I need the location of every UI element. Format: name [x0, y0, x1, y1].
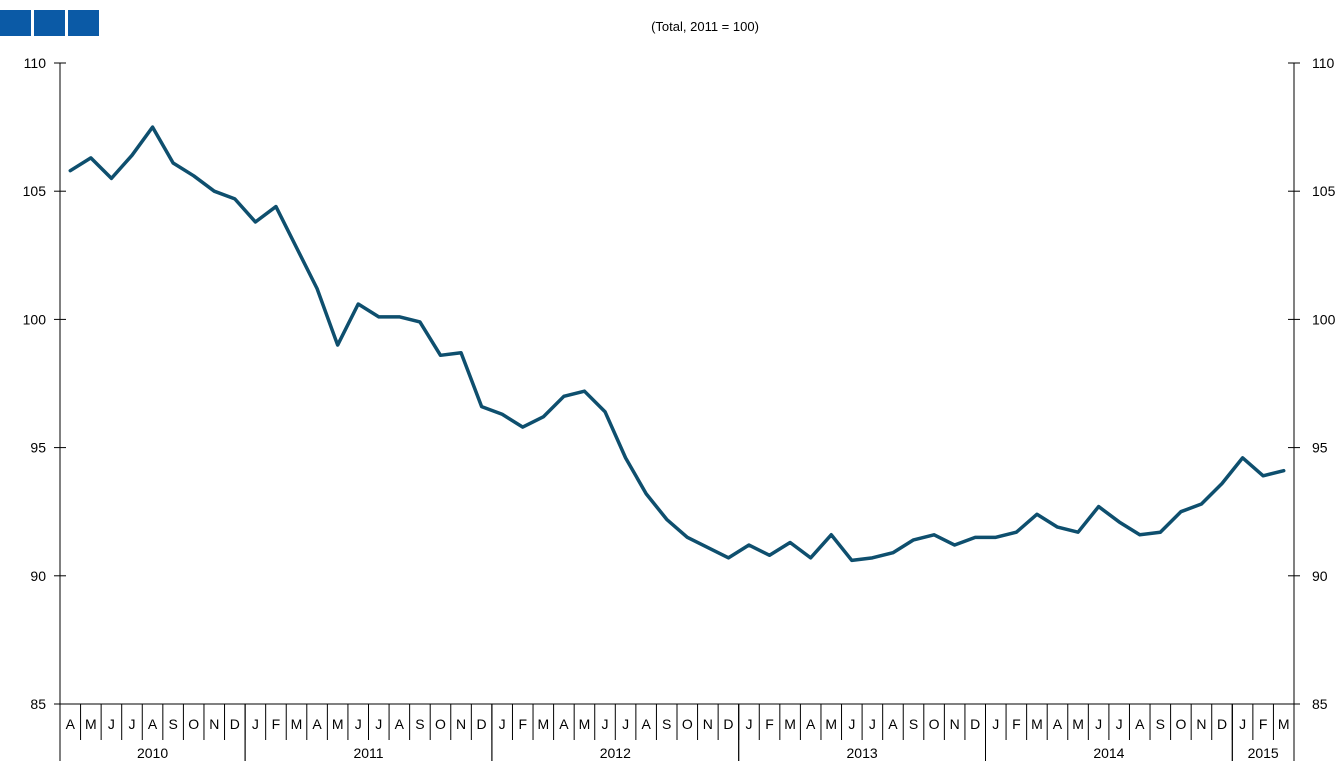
- month-label: M: [291, 716, 303, 732]
- month-label: S: [909, 716, 918, 732]
- month-label: N: [456, 716, 466, 732]
- y-tick-label-right: 105: [1312, 183, 1336, 199]
- month-label: J: [1239, 716, 1246, 732]
- month-label: S: [168, 716, 177, 732]
- month-label: A: [888, 716, 898, 732]
- month-label: M: [537, 716, 549, 732]
- month-label: M: [784, 716, 796, 732]
- month-label: F: [518, 716, 527, 732]
- logo: [0, 10, 99, 36]
- month-label: A: [641, 716, 651, 732]
- month-label: J: [499, 716, 506, 732]
- month-label: O: [188, 716, 199, 732]
- axes: 85 85 90 90 95 95 100 100 105 105 110 110: [23, 55, 1336, 761]
- year-label: 2013: [847, 745, 878, 761]
- month-label: O: [682, 716, 693, 732]
- y-tick-label-left: 100: [23, 311, 47, 327]
- y-tick-label-right: 85: [1312, 696, 1328, 712]
- month-label: D: [477, 716, 487, 732]
- month-label: D: [723, 716, 733, 732]
- y-tick-label-right: 90: [1312, 568, 1328, 584]
- month-label: J: [252, 716, 259, 732]
- month-label: J: [355, 716, 362, 732]
- y-tick-label-right: 100: [1312, 311, 1336, 327]
- year-label: 2010: [137, 745, 168, 761]
- y-tick-label-left: 110: [24, 55, 47, 71]
- month-label: J: [128, 716, 135, 732]
- month-label: A: [806, 716, 816, 732]
- y-tick-label-left: 85: [30, 696, 46, 712]
- month-label: N: [209, 716, 219, 732]
- month-label: A: [312, 716, 322, 732]
- logo-square: [0, 10, 31, 36]
- month-label: M: [579, 716, 591, 732]
- year-label: 2015: [1248, 745, 1279, 761]
- logo-square: [68, 10, 99, 36]
- month-label: A: [559, 716, 569, 732]
- month-label: J: [745, 716, 752, 732]
- month-label: J: [108, 716, 115, 732]
- month-label: M: [1278, 716, 1290, 732]
- month-label: N: [1196, 716, 1206, 732]
- month-label: A: [395, 716, 405, 732]
- chart-subtitle: (Total, 2011 = 100): [651, 19, 759, 34]
- year-label: 2011: [353, 745, 383, 761]
- month-label: J: [602, 716, 609, 732]
- month-label: A: [1053, 716, 1063, 732]
- month-label: A: [148, 716, 158, 732]
- month-label: F: [765, 716, 774, 732]
- month-label: N: [950, 716, 960, 732]
- month-label: D: [230, 716, 240, 732]
- year-label: 2012: [600, 745, 631, 761]
- month-label: M: [1072, 716, 1084, 732]
- month-label: S: [1156, 716, 1165, 732]
- month-label: N: [703, 716, 713, 732]
- y-tick-label-right: 95: [1312, 440, 1328, 456]
- y-tick-label-left: 105: [23, 183, 47, 199]
- y-tick-label-left: 90: [30, 568, 46, 584]
- y-tick-label-left: 95: [30, 440, 46, 456]
- month-label: M: [85, 716, 97, 732]
- month-label: J: [869, 716, 876, 732]
- month-label: J: [1116, 716, 1123, 732]
- month-label: J: [622, 716, 629, 732]
- month-label: J: [375, 716, 382, 732]
- month-label: D: [1217, 716, 1227, 732]
- year-label: 2014: [1093, 745, 1124, 761]
- month-label: O: [929, 716, 940, 732]
- month-label: F: [1012, 716, 1021, 732]
- month-label: M: [825, 716, 837, 732]
- month-label: S: [662, 716, 671, 732]
- series-line: [68, 125, 1286, 563]
- month-label: M: [1031, 716, 1043, 732]
- month-label: F: [272, 716, 281, 732]
- month-label: F: [1259, 716, 1268, 732]
- month-label: D: [970, 716, 980, 732]
- month-label: O: [435, 716, 446, 732]
- month-label: S: [415, 716, 424, 732]
- month-label: J: [1095, 716, 1102, 732]
- series-group: [68, 125, 1286, 563]
- logo-square: [34, 10, 65, 36]
- y-tick-label-right: 110: [1312, 55, 1335, 71]
- month-label: M: [332, 716, 344, 732]
- month-label: J: [992, 716, 999, 732]
- month-label: A: [66, 716, 76, 732]
- month-label: A: [1135, 716, 1145, 732]
- month-label: O: [1175, 716, 1186, 732]
- month-label: J: [848, 716, 855, 732]
